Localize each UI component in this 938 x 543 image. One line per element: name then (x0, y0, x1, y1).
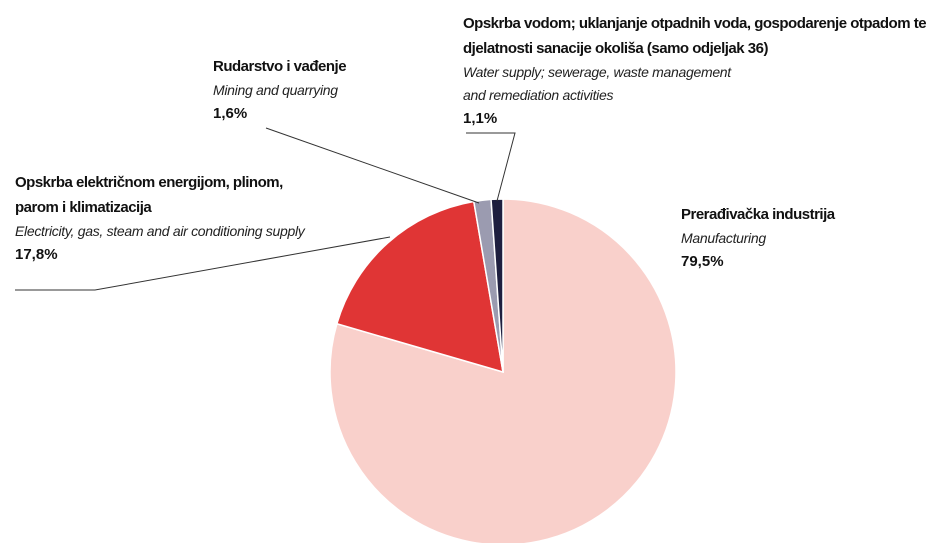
category-name-en: Mining and quarrying (213, 82, 338, 98)
value-label: 1,6% (213, 105, 248, 122)
category-name-en: Manufacturing (681, 230, 766, 246)
category-name: Opskrba vodom; uklanjanje otpadnih voda,… (463, 15, 927, 57)
category-name-en: Water supply; sewerage, waste management… (463, 64, 731, 103)
slice-label: Opskrba vodom; uklanjanje otpadnih voda,… (463, 11, 938, 131)
leader-line (466, 132, 516, 202)
slice-label: Rudarstvo i vađenje Mining and quarrying 1… (213, 54, 473, 126)
value-label: 79,5% (681, 253, 724, 270)
slice-label: Prerađivačka industrija Manufacturing 79,5… (681, 202, 921, 274)
leader-line (265, 127, 480, 204)
slice-label: Opskrba električnom energijom, plinom, p… (15, 170, 335, 267)
category-name: Rudarstvo i vađenje (213, 58, 347, 75)
value-label: 1,1% (463, 110, 498, 127)
leader-line (15, 236, 391, 291)
category-name: Prerađivačka industrija (681, 206, 835, 223)
category-name: Opskrba električnom energijom, plinom, p… (15, 174, 283, 216)
category-name-en: Electricity, gas, steam and air conditio… (15, 223, 305, 239)
value-label: 17,8% (15, 246, 58, 263)
pie-slice (335, 200, 504, 374)
